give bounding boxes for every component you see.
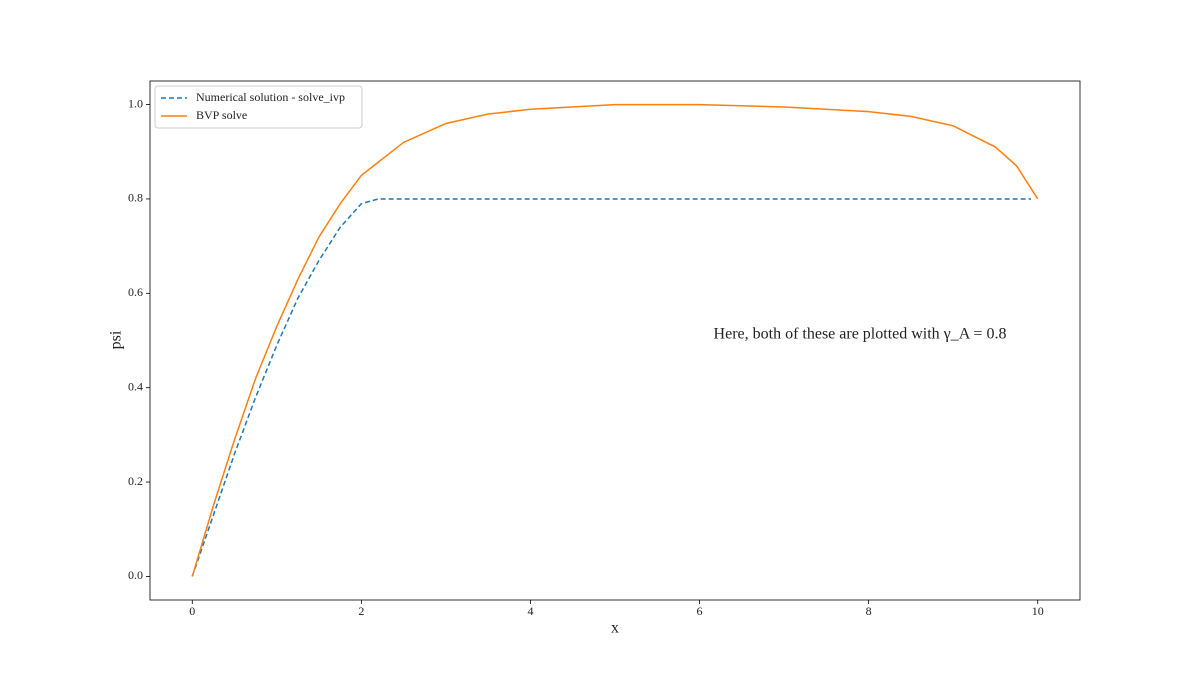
legend-label: Numerical solution - solve_ivp xyxy=(196,90,345,104)
annotation: Here, both of these are plotted with γ_A… xyxy=(714,326,1007,343)
y-tick-label: 1.0 xyxy=(128,96,143,110)
y-tick-label: 0.6 xyxy=(128,285,143,299)
x-tick-label: 0 xyxy=(189,604,195,618)
line-series xyxy=(191,198,1031,577)
y-tick-label: 0.2 xyxy=(128,474,143,488)
y-tick-label: 0.8 xyxy=(128,191,143,205)
x-tick-label: 10 xyxy=(1032,604,1044,618)
x-tick-label: 8 xyxy=(866,604,872,618)
line-series xyxy=(191,103,1039,577)
legend-label: BVP solve xyxy=(196,108,247,122)
y-axis-label: psi xyxy=(108,330,125,349)
legend-box xyxy=(154,85,363,129)
x-tick-label: 4 xyxy=(527,604,533,618)
x-tick-label: 6 xyxy=(697,604,703,618)
y-tick-label: 0.0 xyxy=(128,568,143,582)
x-axis-label: x xyxy=(611,620,619,637)
x-tick-label: 2 xyxy=(358,604,364,618)
y-tick-label: 0.4 xyxy=(128,379,143,393)
plot-frame xyxy=(149,80,1081,601)
